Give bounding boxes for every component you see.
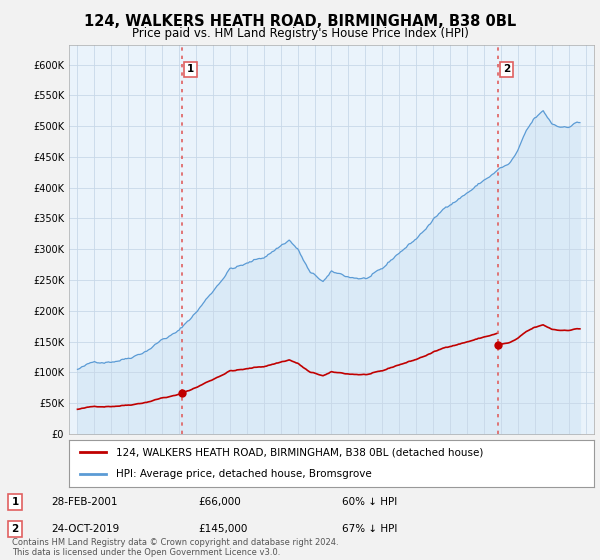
Text: Contains HM Land Registry data © Crown copyright and database right 2024.
This d: Contains HM Land Registry data © Crown c… bbox=[12, 538, 338, 557]
Text: 24-OCT-2019: 24-OCT-2019 bbox=[51, 524, 119, 534]
Text: 28-FEB-2001: 28-FEB-2001 bbox=[51, 497, 118, 507]
Text: £66,000: £66,000 bbox=[198, 497, 241, 507]
Text: 124, WALKERS HEATH ROAD, BIRMINGHAM, B38 0BL (detached house): 124, WALKERS HEATH ROAD, BIRMINGHAM, B38… bbox=[116, 447, 484, 458]
Text: 124, WALKERS HEATH ROAD, BIRMINGHAM, B38 0BL: 124, WALKERS HEATH ROAD, BIRMINGHAM, B38… bbox=[84, 14, 516, 29]
Text: 60% ↓ HPI: 60% ↓ HPI bbox=[342, 497, 397, 507]
Text: Price paid vs. HM Land Registry's House Price Index (HPI): Price paid vs. HM Land Registry's House … bbox=[131, 27, 469, 40]
Text: 1: 1 bbox=[11, 497, 19, 507]
Text: £145,000: £145,000 bbox=[198, 524, 247, 534]
Text: 1: 1 bbox=[187, 64, 194, 74]
Text: 67% ↓ HPI: 67% ↓ HPI bbox=[342, 524, 397, 534]
Text: HPI: Average price, detached house, Bromsgrove: HPI: Average price, detached house, Brom… bbox=[116, 469, 372, 479]
Text: 2: 2 bbox=[11, 524, 19, 534]
Text: 2: 2 bbox=[503, 64, 510, 74]
